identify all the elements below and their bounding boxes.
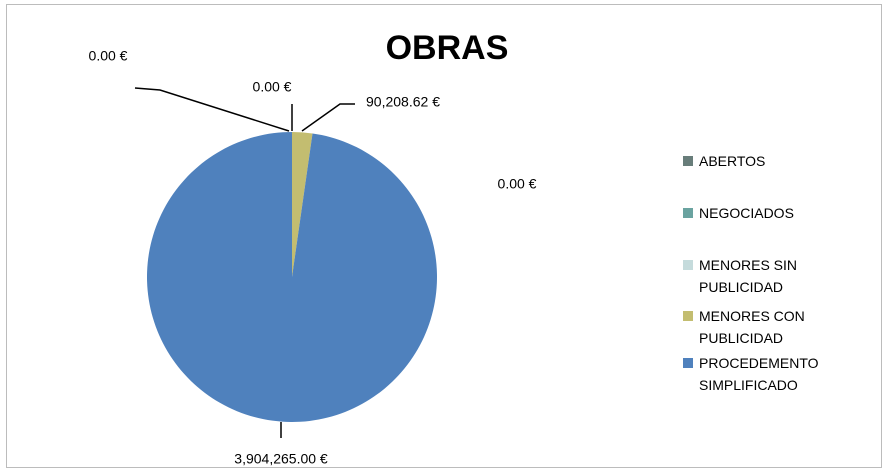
- legend-swatch: [683, 358, 693, 368]
- legend-item: MENORES CON PUBLICIDAD: [683, 305, 849, 349]
- leader-line: [301, 103, 355, 132]
- legend-swatch: [683, 208, 693, 218]
- chart-border: [6, 4, 882, 468]
- pie-slice: [292, 132, 313, 277]
- legend-label: NEGOCIADOS: [699, 205, 794, 221]
- data-label: 90,208.62 €: [366, 94, 440, 110]
- legend-label: PROCEDEMENTO SIMPLIFICADO: [699, 355, 819, 393]
- legend-item: PROCEDEMENTO SIMPLIFICADO: [683, 352, 849, 396]
- data-label: 0.00 €: [253, 79, 292, 95]
- data-label: 3,904,265.00 €: [234, 451, 328, 467]
- leader-line: [134, 87, 290, 132]
- legend-item: NEGOCIADOS: [683, 202, 849, 224]
- legend-label: MENORES CON PUBLICIDAD: [699, 308, 805, 346]
- legend-label: MENORES SIN PUBLICIDAD: [699, 257, 798, 295]
- legend-item: ABERTOS: [683, 150, 849, 172]
- data-label: 0.00 €: [89, 48, 128, 64]
- chart-title: OBRAS: [386, 29, 509, 67]
- legend-item: MENORES SIN PUBLICIDAD: [683, 254, 849, 298]
- legend-swatch: [683, 260, 693, 270]
- data-label: 0.00 €: [498, 176, 537, 192]
- legend-label: ABERTOS: [699, 153, 766, 169]
- pie-slice: [147, 132, 438, 422]
- legend-swatch: [683, 311, 693, 321]
- legend-swatch: [683, 156, 693, 166]
